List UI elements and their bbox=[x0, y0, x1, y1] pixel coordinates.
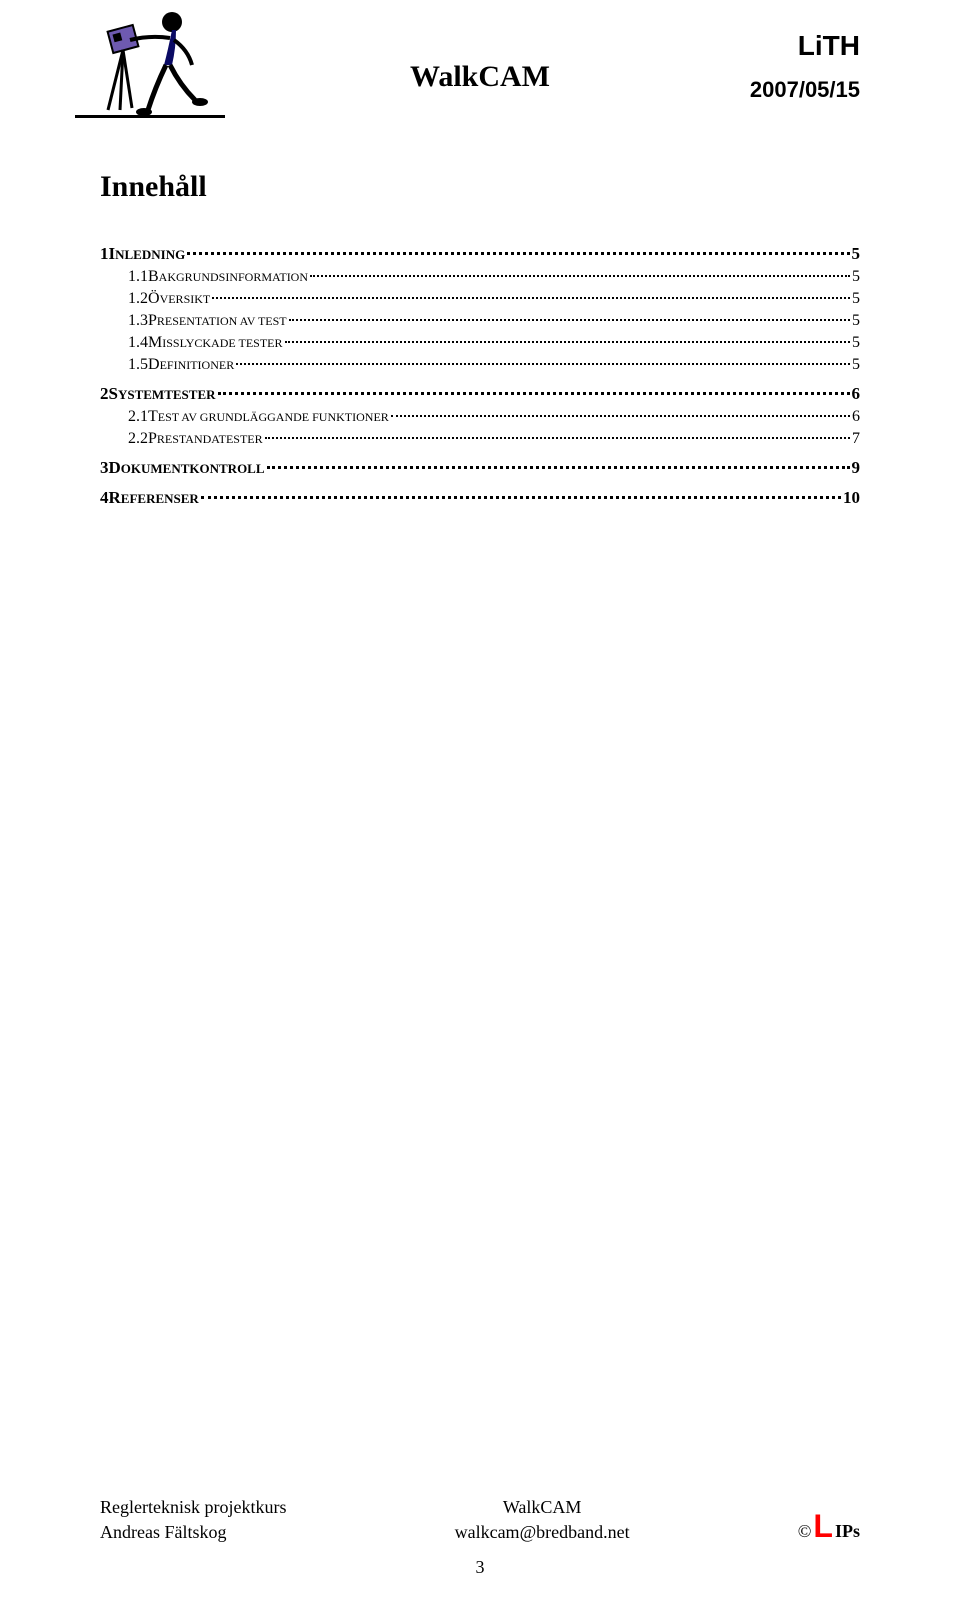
toc-row: 1.4MISSLYCKADE TESTER 5 bbox=[100, 334, 860, 352]
page-header: WalkCAM LiTH 2007/05/15 bbox=[0, 0, 960, 130]
footer-email: walkcam@bredband.net bbox=[455, 1520, 630, 1545]
toc-page-number: 5 bbox=[852, 244, 861, 264]
toc-page-number: 9 bbox=[852, 458, 861, 478]
toc-row: 4REFERENSER 10 bbox=[100, 488, 860, 508]
toc-page-number: 7 bbox=[852, 430, 860, 448]
toc-row: 1.1BAKGRUNDSINFORMATION 5 bbox=[100, 268, 860, 286]
toc-row: 2.1TEST AV GRUNDLÄGGANDE FUNKTIONER 6 bbox=[100, 408, 860, 426]
footer-row: Reglerteknisk projektkurs Andreas Fältsk… bbox=[100, 1495, 860, 1545]
lips-suffix: IPs bbox=[835, 1521, 860, 1542]
toc-row: 1.3PRESENTATION AV TEST 5 bbox=[100, 312, 860, 330]
lips-l-letter: L bbox=[813, 1508, 833, 1545]
toc-leader-dots bbox=[310, 275, 850, 277]
toc-page-number: 5 bbox=[852, 312, 860, 330]
header-date: 2007/05/15 bbox=[750, 77, 860, 103]
content-area: Innehåll 1INLEDNING51.1BAKGRUNDSINFORMAT… bbox=[0, 130, 960, 508]
logo-underline bbox=[75, 115, 225, 118]
toc-leader-dots bbox=[212, 297, 850, 299]
toc-page-number: 5 bbox=[852, 290, 860, 308]
toc-leader-dots bbox=[265, 437, 850, 439]
toc-heading: Innehåll bbox=[100, 170, 860, 204]
toc-leader-dots bbox=[267, 466, 850, 469]
toc-row: 1.5DEFINITIONER 5 bbox=[100, 356, 860, 374]
toc-label: 2.2PRESTANDATESTER bbox=[100, 430, 263, 448]
toc-row: 1.2ÖVERSIKT 5 bbox=[100, 290, 860, 308]
toc-label: 1INLEDNING bbox=[100, 244, 185, 264]
logo-figure bbox=[100, 10, 220, 120]
footer-author: Andreas Fältskog bbox=[100, 1520, 286, 1545]
footer-course: Reglerteknisk projektkurs bbox=[100, 1495, 286, 1520]
footer-product: WalkCAM bbox=[455, 1495, 630, 1520]
toc-row: 3DOKUMENTKONTROLL 9 bbox=[100, 458, 860, 478]
toc-page-number: 6 bbox=[852, 408, 860, 426]
header-right-block: LiTH 2007/05/15 bbox=[750, 30, 860, 103]
toc-page-number: 10 bbox=[843, 488, 860, 508]
toc-row: 1INLEDNING 5 bbox=[100, 244, 860, 264]
toc-label: 3DOKUMENTKONTROLL bbox=[100, 458, 265, 478]
header-title: WalkCAM bbox=[410, 60, 550, 94]
toc-leader-dots bbox=[289, 319, 850, 321]
toc-label: 1.3PRESENTATION AV TEST bbox=[100, 312, 287, 330]
footer-left: Reglerteknisk projektkurs Andreas Fältsk… bbox=[100, 1495, 286, 1545]
toc-label: 1.4MISSLYCKADE TESTER bbox=[100, 334, 283, 352]
toc-label: 4REFERENSER bbox=[100, 488, 199, 508]
toc-page-number: 6 bbox=[852, 384, 861, 404]
toc-leader-dots bbox=[236, 363, 850, 365]
toc-page-number: 5 bbox=[852, 356, 860, 374]
toc-leader-dots bbox=[187, 252, 849, 255]
toc-label: 1.1BAKGRUNDSINFORMATION bbox=[100, 268, 308, 286]
toc-leader-dots bbox=[285, 341, 851, 343]
toc-row: 2SYSTEMTESTER 6 bbox=[100, 384, 860, 404]
toc-label: 1.5DEFINITIONER bbox=[100, 356, 234, 374]
page-number: 3 bbox=[100, 1557, 860, 1578]
toc-label: 2SYSTEMTESTER bbox=[100, 384, 216, 404]
page-footer: Reglerteknisk projektkurs Andreas Fältsk… bbox=[100, 1495, 860, 1578]
toc-page-number: 5 bbox=[852, 268, 860, 286]
toc-label: 2.1TEST AV GRUNDLÄGGANDE FUNKTIONER bbox=[100, 408, 389, 426]
toc-row: 2.2PRESTANDATESTER 7 bbox=[100, 430, 860, 448]
toc-leader-dots bbox=[218, 392, 850, 395]
toc-leader-dots bbox=[391, 415, 850, 417]
toc-page-number: 5 bbox=[852, 334, 860, 352]
footer-right: © L IPs bbox=[798, 1508, 860, 1545]
toc-label: 1.2ÖVERSIKT bbox=[100, 290, 210, 308]
header-org: LiTH bbox=[750, 30, 860, 62]
footer-center: WalkCAM walkcam@bredband.net bbox=[455, 1495, 630, 1545]
copyright-symbol: © bbox=[798, 1521, 812, 1542]
toc-leader-dots bbox=[201, 496, 841, 499]
table-of-contents: 1INLEDNING51.1BAKGRUNDSINFORMATION51.2ÖV… bbox=[100, 244, 860, 508]
walking-figure-icon bbox=[100, 10, 220, 120]
